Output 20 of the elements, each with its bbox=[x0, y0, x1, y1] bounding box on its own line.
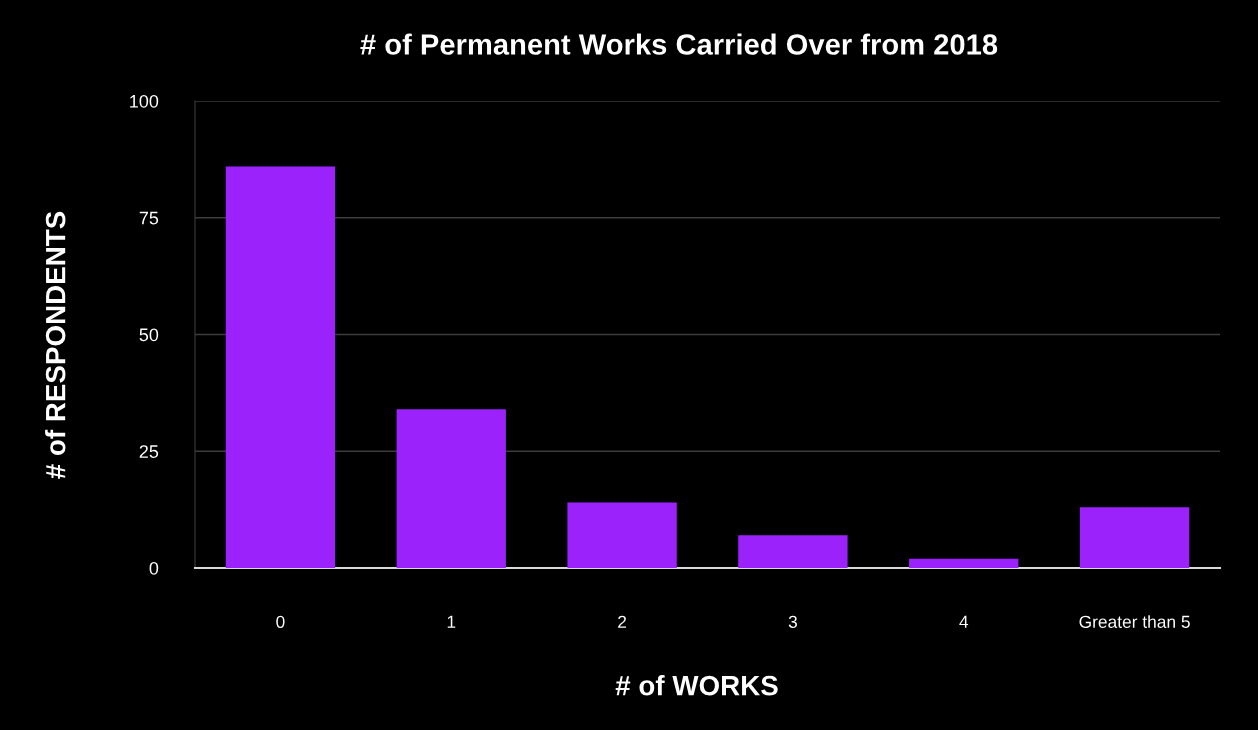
x-tick-label: 1 bbox=[447, 615, 456, 628]
x-tick-label: Greater than 5 bbox=[1079, 615, 1190, 628]
x-tick-label: 2 bbox=[618, 615, 627, 628]
x-tick-label: 4 bbox=[959, 615, 969, 628]
x-tick-label: 0 bbox=[276, 615, 285, 628]
y-tick-label: 75 bbox=[139, 211, 159, 225]
x-tick-label: 3 bbox=[788, 615, 797, 628]
y-tick-label: 25 bbox=[139, 445, 159, 458]
bar bbox=[567, 502, 677, 568]
y-axis-title: # of RESPONDENTS bbox=[45, 211, 66, 479]
bar bbox=[225, 166, 336, 568]
x-axis-title: # of WORKS bbox=[615, 675, 778, 696]
bar bbox=[909, 558, 1019, 568]
bar bbox=[396, 409, 506, 568]
bar bbox=[1079, 507, 1190, 568]
bar bbox=[738, 535, 848, 568]
y-tick-label: 100 bbox=[130, 94, 159, 108]
y-tick-label: 0 bbox=[149, 561, 159, 575]
chart-title: # of Permanent Works Carried Over from 2018 bbox=[360, 33, 998, 55]
y-tick-label: 50 bbox=[139, 328, 159, 342]
